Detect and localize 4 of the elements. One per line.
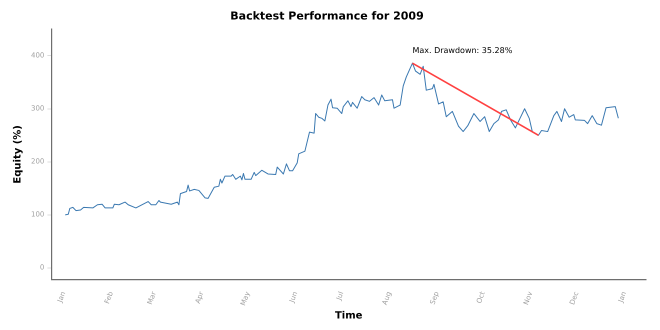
annotation: Max. Drawdown: 35.28%: [412, 46, 513, 56]
x-axis-title: Time: [334, 310, 363, 322]
chart-title: Backtest Performance for 2009: [230, 9, 424, 22]
y-axis-title: Equity (%): [12, 125, 24, 184]
